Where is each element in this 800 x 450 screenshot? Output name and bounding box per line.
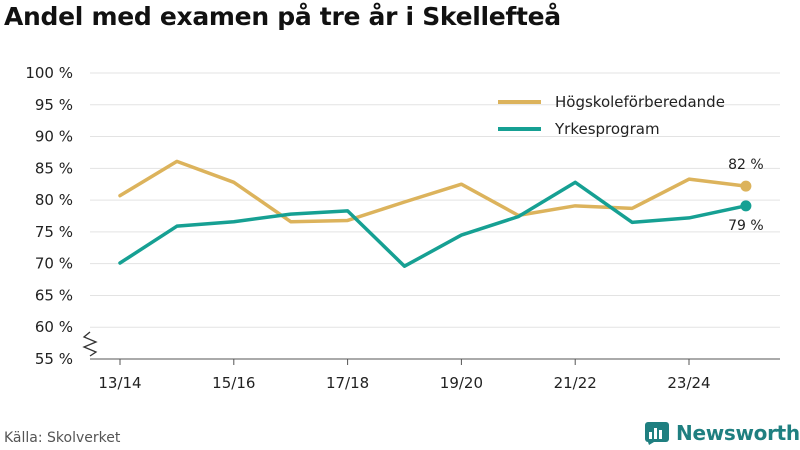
y-tick-label: 75 % (35, 223, 73, 241)
x-tick-label: 17/18 (326, 374, 369, 392)
brand-logo[interactable]: Newsworthy (644, 421, 800, 445)
end-value-label: 82 % (728, 157, 764, 173)
y-tick-label: 100 % (25, 64, 73, 82)
series-line (118, 159, 748, 224)
series-end-point (740, 180, 752, 192)
y-tick-label: 60 % (35, 318, 73, 336)
x-axis-ticks: 13/14 15/16 17/18 19/20 21/22 23/24 (98, 359, 711, 392)
x-tick-label: 15/16 (212, 374, 255, 392)
source-note: Källa: Skolverket (4, 430, 121, 446)
y-tick-label: 65 % (35, 286, 73, 304)
legend-label: Yrkesprogram (554, 120, 660, 138)
series-line (118, 180, 748, 268)
end-value-label: 79 % (728, 218, 764, 234)
brand-name: Newsworthy (676, 421, 800, 445)
legend: Högskoleförberedande Yrkesprogram (498, 93, 725, 138)
y-tick-label: 70 % (35, 255, 73, 273)
y-tick-label: 95 % (35, 96, 73, 114)
gridlines (90, 72, 780, 328)
chart-title: Andel med examen på tre år i Skellefteå (4, 2, 561, 31)
x-tick-label: 13/14 (98, 374, 141, 392)
y-tick-label: 55 % (35, 350, 73, 368)
x-tick-label: 19/20 (440, 374, 483, 392)
series-end-point (740, 200, 752, 212)
y-tick-label: 80 % (35, 191, 73, 209)
y-tick-label: 90 % (35, 128, 73, 146)
axes (82, 331, 780, 360)
y-axis-ticks: 55 % 60 % 65 % 70 % 75 % 80 % 85 % 90 % 95 % 100 … (25, 64, 73, 368)
x-tick-label: 23/24 (667, 374, 710, 392)
series-lines: 82 % 79 % (118, 157, 764, 268)
x-tick-label: 21/22 (554, 374, 597, 392)
newsworthy-logo-icon (645, 422, 669, 445)
y-tick-label: 85 % (35, 159, 73, 177)
legend-label: Högskoleförberedande (555, 93, 725, 111)
line-chart: 55 % 60 % 65 % 70 % 75 % 80 % 85 % 90 % 95 % 100 … (25, 64, 780, 392)
axis-break-icon (82, 331, 98, 357)
